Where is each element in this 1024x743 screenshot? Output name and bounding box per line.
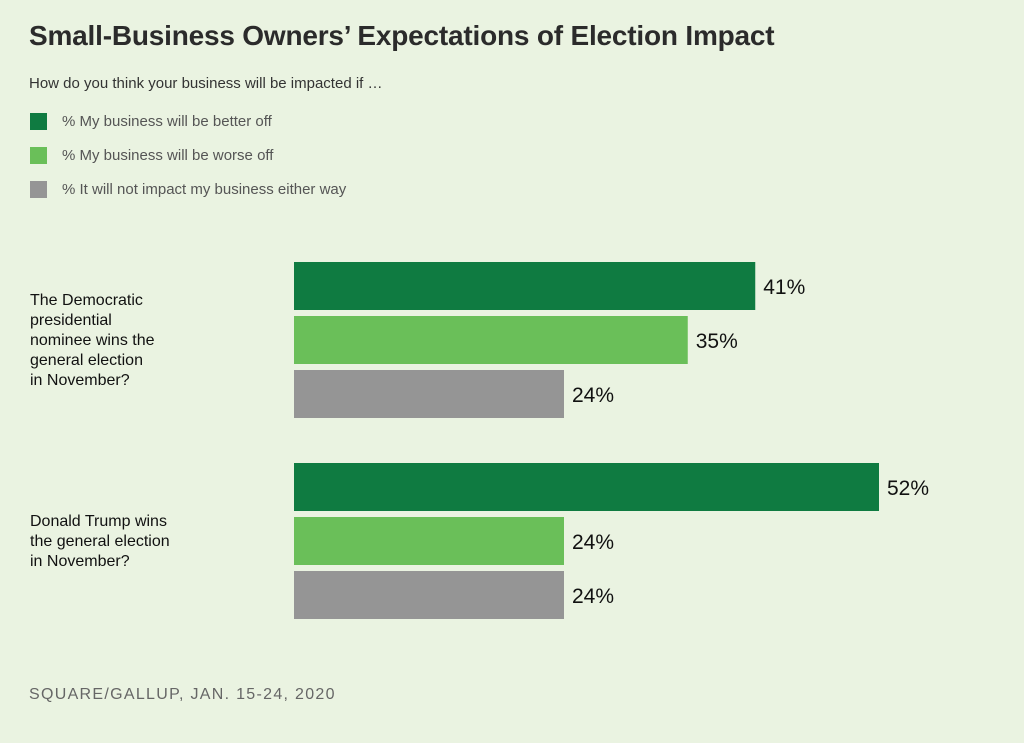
category-label: The Democratic presidential nominee wins t… <box>30 292 155 389</box>
chart-subtitle: How do you think your business will be i… <box>29 75 383 92</box>
chart-title: Small-Business Owners’ Expectations of E… <box>29 20 775 51</box>
legend-label-better: % My business will be better off <box>62 113 272 130</box>
source-note: SQUARE/GALLUP, JAN. 15-24, 2020 <box>29 686 336 703</box>
bar <box>294 517 564 565</box>
bar <box>294 370 564 418</box>
legend-label-worse: % My business will be worse off <box>62 147 274 164</box>
legend-item-neither: % It will not impact my business either … <box>30 181 346 198</box>
bar-chart: The Democratic presidential nominee wins t… <box>30 262 929 619</box>
bar <box>294 262 756 310</box>
value-label: 52% <box>887 477 929 500</box>
bar <box>294 571 564 619</box>
value-label: 41% <box>763 276 805 299</box>
value-label: 35% <box>696 330 738 353</box>
legend-swatch-worse <box>30 147 47 164</box>
legend-label-neither: % It will not impact my business either … <box>62 181 347 198</box>
legend-swatch-better <box>30 113 47 130</box>
legend-item-worse: % My business will be worse off <box>30 147 346 164</box>
legend-item-better: % My business will be better off <box>30 113 346 130</box>
legend-swatch-neither <box>30 181 47 198</box>
bar <box>294 463 879 511</box>
legend: % My business will be better off % My bu… <box>30 113 346 215</box>
category-label: Donald Trump wins the general election in … <box>30 513 170 570</box>
value-label: 24% <box>572 585 614 608</box>
value-label: 24% <box>572 384 614 407</box>
value-label: 24% <box>572 531 614 554</box>
bar <box>294 316 688 364</box>
